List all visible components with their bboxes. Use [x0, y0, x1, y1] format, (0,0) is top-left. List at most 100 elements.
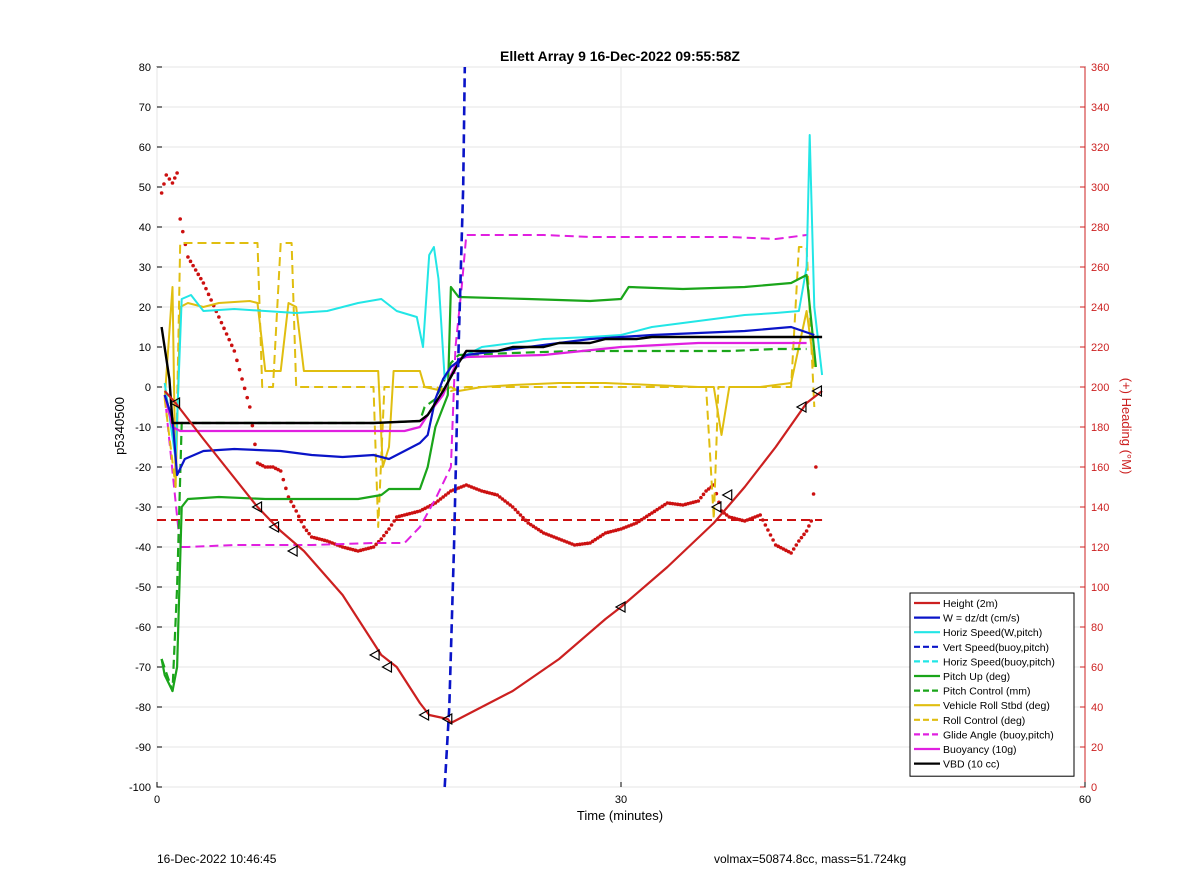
heading-point	[392, 519, 396, 523]
heading-point	[201, 281, 206, 285]
heading-point	[245, 395, 250, 400]
y-tick-label-right: 180	[1091, 422, 1109, 434]
heading-point	[704, 489, 708, 493]
heading-point	[814, 465, 818, 469]
heading-point	[443, 493, 448, 497]
legend-label: Pitch Up (deg)	[943, 671, 1010, 683]
heading-point	[248, 405, 252, 409]
y-tick-label-left: -100	[129, 782, 151, 794]
heading-point	[696, 499, 701, 503]
heading-point	[371, 545, 376, 549]
y-tick-label-left: 80	[139, 62, 151, 74]
x-tick-label: 0	[154, 794, 160, 806]
heading-point	[539, 529, 543, 534]
heading-point	[804, 529, 809, 533]
heading-point	[206, 292, 211, 297]
series-line-7	[163, 286, 816, 488]
heading-point	[701, 492, 706, 497]
height-marker	[811, 384, 823, 398]
height-marker	[169, 396, 181, 410]
heading-point	[513, 507, 518, 512]
heading-point	[598, 534, 603, 539]
heading-point	[516, 510, 520, 515]
heading-point	[253, 442, 257, 447]
heading-point	[657, 506, 662, 510]
heading-point	[162, 182, 166, 186]
height-marker	[418, 708, 430, 722]
heading-point	[222, 326, 226, 331]
heading-point	[593, 537, 598, 542]
y-tick-label-left: 20	[139, 302, 151, 314]
y-tick-label-right: 80	[1091, 622, 1103, 634]
heading-point	[655, 507, 659, 512]
heading-point	[172, 176, 177, 180]
heading-point	[768, 533, 773, 537]
heading-point	[758, 513, 762, 517]
heading-point	[178, 217, 182, 221]
heading-point	[807, 524, 811, 528]
heading-point	[217, 315, 221, 319]
heading-point	[164, 173, 169, 177]
y-tick-label-left: 40	[139, 222, 151, 234]
y-tick-label-right: 120	[1091, 542, 1109, 554]
heading-point	[242, 386, 247, 391]
heading-point	[588, 541, 592, 545]
heading-point	[791, 547, 796, 551]
y-tick-label-left: -20	[135, 462, 151, 474]
y-tick-label-right: 240	[1091, 302, 1109, 314]
heading-point	[809, 519, 814, 523]
height-marker	[381, 660, 393, 674]
heading-point	[170, 181, 175, 185]
heading-point	[227, 337, 231, 342]
heading-point	[644, 514, 649, 519]
heading-point	[652, 509, 657, 514]
y-tick-label-left: -60	[135, 622, 151, 634]
y-tick-label-right: 320	[1091, 142, 1109, 154]
heading-point	[268, 465, 273, 469]
heading-point	[526, 521, 530, 525]
height-marker	[441, 712, 453, 726]
legend-label: Vehicle Roll Stbd (deg)	[943, 700, 1050, 712]
heading-point	[521, 515, 525, 520]
heading-point	[650, 511, 654, 515]
heading-point	[505, 501, 510, 505]
heading-point	[534, 526, 538, 530]
y-tick-label-right: 200	[1091, 382, 1109, 394]
series-line-2	[163, 134, 824, 460]
y-tick-label-left: 30	[139, 262, 151, 274]
y-tick-label-right: 160	[1091, 462, 1109, 474]
heading-point	[384, 530, 389, 535]
legend-label: Glide Angle (buoy,pitch)	[943, 729, 1054, 741]
y-tick-label-right: 140	[1091, 502, 1109, 514]
heading-point	[699, 495, 703, 500]
heading-point	[771, 538, 775, 542]
heading-point	[536, 527, 541, 532]
heading-point	[387, 527, 391, 531]
heading-point	[596, 536, 600, 540]
y-tick-label-right: 300	[1091, 182, 1109, 194]
heading-point	[811, 492, 816, 496]
height-marker	[795, 400, 807, 414]
heading-point	[766, 528, 770, 532]
legend-label: Height (2m)	[943, 598, 998, 610]
height-marker	[251, 500, 263, 514]
legend-box	[909, 592, 1075, 777]
heading-point	[284, 486, 288, 491]
footer-info: volmax=50874.8cc, mass=51.724kg	[714, 852, 907, 866]
y-tick-label-left: 50	[139, 182, 151, 194]
heading-point	[523, 518, 528, 523]
legend: Height (2m) W = dz/dt (cm/s) Horiz Speed(W…	[909, 592, 1075, 777]
y-tick-label-left: -30	[135, 502, 151, 514]
heading-point	[188, 259, 193, 264]
heading-point	[498, 495, 502, 499]
heading-point	[374, 542, 378, 547]
heading-point	[510, 505, 515, 509]
height-marker	[721, 488, 733, 502]
heading-point	[642, 516, 646, 520]
y-tick-label-left: -80	[135, 702, 151, 714]
heading-point	[660, 504, 665, 509]
heading-point	[802, 532, 806, 537]
legend-label: Pitch Control (mm)	[943, 686, 1031, 698]
heading-point	[500, 497, 505, 501]
heading-point	[167, 177, 172, 181]
